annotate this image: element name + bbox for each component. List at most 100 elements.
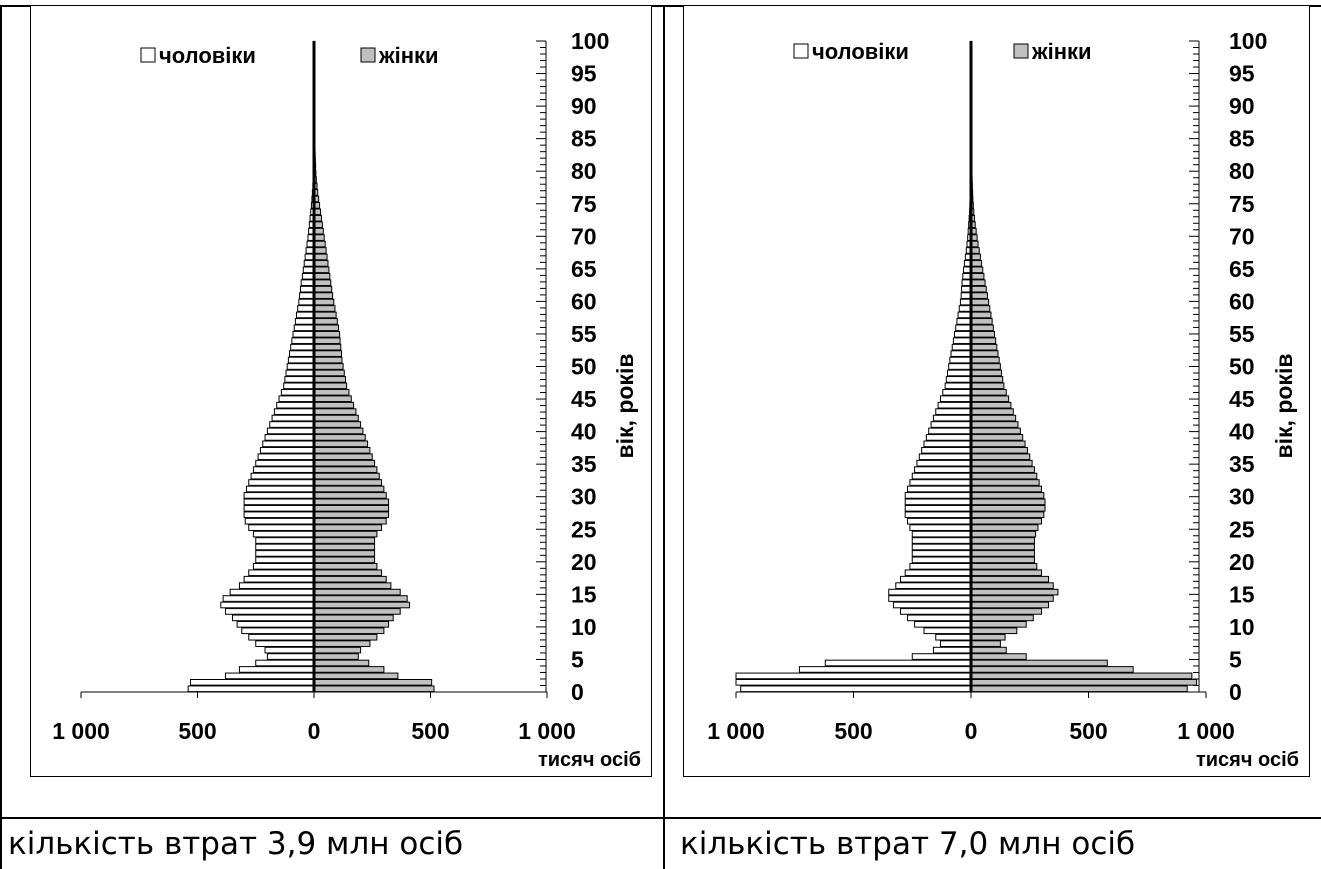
- y-tick-label: 10: [1229, 614, 1255, 640]
- bar-female-age-28: [313, 504, 390, 512]
- bar-male-age-14: [222, 595, 315, 602]
- bar-male-age-56: [293, 324, 315, 332]
- bar-male-age-5: [911, 653, 972, 660]
- y-tick-label: 85: [1229, 126, 1255, 152]
- bar-female-age-17: [970, 575, 1050, 583]
- bar-female-age-7: [313, 640, 371, 647]
- bar-male-age-43: [935, 408, 972, 415]
- bar-male-age-50: [286, 363, 315, 370]
- y-tick-label: 30: [1229, 484, 1255, 510]
- bar-male-age-47: [944, 382, 972, 390]
- x-tick-label: 1 000: [52, 718, 110, 744]
- y-tick-label: 95: [1229, 61, 1255, 87]
- y-tick-label: 75: [571, 191, 597, 217]
- legend-label: чоловіки: [159, 43, 256, 68]
- bar-male-age-20: [255, 556, 315, 564]
- bar-male-age-15: [229, 588, 315, 596]
- y-tick-label: 35: [571, 451, 597, 477]
- y-tick-label: 55: [571, 321, 597, 347]
- bar-female-age-56: [313, 324, 339, 332]
- table-row-divider: [0, 817, 1321, 819]
- bar-female-age-34: [970, 466, 1035, 473]
- bar-male-age-45: [939, 395, 972, 403]
- bar-male-age-63: [300, 279, 315, 287]
- bar-female-age-60: [970, 298, 990, 306]
- y-tick-label: 5: [571, 646, 584, 672]
- bar-male-age-37: [921, 446, 972, 454]
- bar-female-age-50: [313, 363, 344, 370]
- bar-female-age-8: [313, 633, 378, 641]
- legend-swatch: [360, 47, 376, 63]
- bar-male-age-55: [954, 330, 972, 338]
- bar-male-age-38: [923, 440, 972, 448]
- bar-female-age-42: [970, 414, 1017, 422]
- x-tick-label: 1 000: [707, 718, 765, 744]
- bar-female-age-25: [313, 524, 383, 531]
- bar-female-age-0: [970, 685, 1188, 693]
- caption-right: кількість втрат 7,0 млн осіб: [680, 826, 1136, 862]
- bar-male-age-34: [252, 466, 315, 473]
- bar-male-age-8: [248, 633, 315, 641]
- bar-male-age-52: [950, 350, 972, 357]
- y-tick-label: 85: [571, 126, 597, 152]
- y-tick-label: 10: [571, 614, 597, 640]
- y-axis-label: вік, років: [612, 354, 638, 459]
- bar-female-age-20: [313, 556, 376, 564]
- bar-male-age-42: [932, 414, 972, 422]
- bar-female-age-58: [313, 311, 337, 319]
- y-tick-label: 50: [571, 354, 597, 380]
- bar-female-age-24: [970, 530, 1037, 538]
- bar-female-age-9: [313, 627, 385, 635]
- bar-male-age-6: [932, 646, 972, 654]
- y-tick-label: 80: [1229, 158, 1255, 184]
- bar-male-age-33: [911, 472, 972, 480]
- bar-female-age-59: [970, 305, 991, 312]
- bar-female-age-61: [313, 292, 334, 299]
- y-tick-label: 40: [571, 419, 597, 445]
- bar-female-age-53: [970, 343, 998, 351]
- bar-female-age-5: [970, 653, 1027, 660]
- bar-female-age-1: [970, 679, 1198, 686]
- bar-female-age-13: [970, 601, 1050, 609]
- bar-female-age-10: [313, 620, 390, 628]
- bar-female-age-26: [313, 517, 387, 525]
- bar-female-age-64: [970, 272, 985, 280]
- bar-female-age-13: [313, 601, 411, 609]
- bar-male-age-19: [909, 562, 972, 570]
- bar-female-age-41: [970, 421, 1019, 428]
- bar-female-age-63: [970, 279, 986, 287]
- bar-male-age-13: [220, 601, 315, 609]
- bar-male-age-7: [255, 640, 315, 647]
- legend-label: жінки: [378, 43, 439, 68]
- bar-female-age-49: [970, 369, 1003, 377]
- bar-male-age-39: [925, 434, 972, 441]
- bar-male-age-12: [224, 608, 315, 615]
- bar-male-age-51: [287, 356, 315, 364]
- bar-male-age-51: [949, 356, 972, 364]
- y-tick-label: 25: [1229, 516, 1255, 542]
- y-tick-label: 30: [571, 484, 597, 510]
- bar-male-age-27: [904, 511, 972, 519]
- bar-female-age-12: [313, 608, 401, 615]
- bar-male-age-12: [900, 608, 972, 615]
- bar-female-age-43: [970, 408, 1014, 415]
- bar-female-age-61: [970, 292, 988, 299]
- bar-male-age-60: [959, 298, 972, 306]
- bar-male-age-32: [248, 479, 315, 486]
- bar-male-age-41: [930, 421, 972, 428]
- y-tick-label: 35: [1229, 451, 1255, 477]
- bar-female-age-6: [970, 646, 1007, 654]
- bar-female-age-4: [970, 659, 1108, 667]
- y-tick-label: 20: [571, 549, 597, 575]
- bar-male-age-16: [895, 582, 972, 589]
- bar-female-age-19: [970, 562, 1038, 570]
- bar-male-age-25: [909, 524, 972, 531]
- bar-female-age-30: [970, 492, 1045, 499]
- bar-female-age-38: [970, 440, 1026, 448]
- bar-male-age-44: [937, 401, 972, 409]
- bar-male-age-4: [255, 659, 315, 667]
- bar-male-age-37: [259, 446, 315, 454]
- bar-female-age-18: [970, 569, 1042, 577]
- bar-female-age-14: [970, 595, 1054, 602]
- bar-female-age-66: [313, 260, 329, 267]
